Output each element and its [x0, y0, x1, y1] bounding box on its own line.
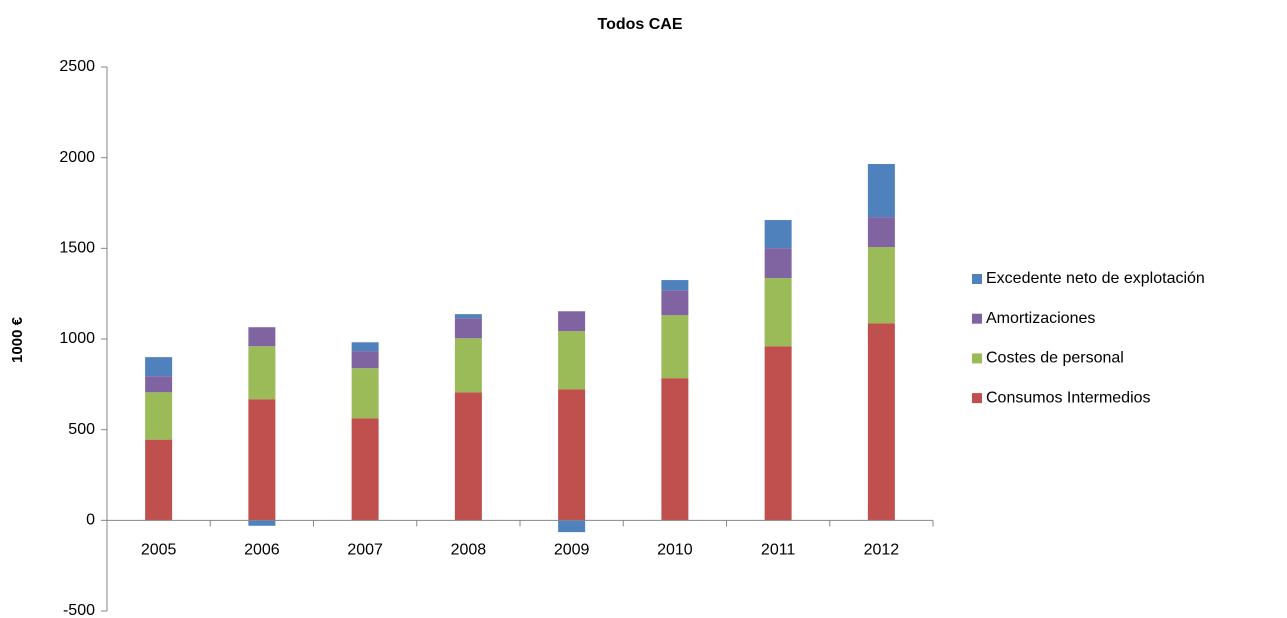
- bar-segment: [454, 392, 482, 521]
- bar-segment: [248, 327, 276, 347]
- legend-label: Consumos Intermedios: [986, 389, 1151, 406]
- bar-segment: [145, 392, 173, 440]
- bar-segment: [145, 376, 173, 393]
- bar-segment: [558, 520, 586, 533]
- bar-segment: [351, 368, 379, 419]
- x-tick-label: 2009: [554, 542, 590, 559]
- legend-swatch: [972, 393, 982, 404]
- bar-segment: [558, 389, 586, 521]
- bar-segment: [558, 331, 586, 390]
- bar-segment: [248, 399, 276, 521]
- bar-segment: [454, 338, 482, 393]
- legend-label: Costes de personal: [986, 350, 1124, 367]
- x-tick-label: 2011: [761, 542, 796, 559]
- bar-segment: [351, 418, 379, 521]
- bar-segment: [661, 290, 689, 316]
- y-tick-label: 0: [86, 512, 95, 529]
- y-tick-label: 2500: [59, 58, 95, 75]
- x-tick-label: 2005: [141, 542, 177, 559]
- bar-segment: [661, 378, 689, 521]
- bar-segment: [764, 220, 792, 249]
- legend-swatch: [972, 353, 982, 364]
- x-tick-label: 2007: [347, 542, 383, 559]
- legend-swatch: [972, 313, 982, 324]
- bar-segment: [764, 278, 792, 347]
- x-tick-label: 2012: [864, 542, 900, 559]
- y-tick-label: 2000: [59, 149, 95, 166]
- bar-segment: [454, 318, 482, 339]
- bar-segment: [867, 164, 895, 218]
- bar-segment: [558, 311, 586, 332]
- bar-segment: [764, 346, 792, 521]
- bar-segment: [351, 351, 379, 369]
- x-tick-label: 2010: [657, 542, 693, 559]
- bar-segment: [661, 315, 689, 379]
- bar-segment: [145, 439, 173, 521]
- y-tick-label: -500: [63, 602, 95, 618]
- y-tick-label: 1500: [59, 240, 95, 257]
- bar-segment: [454, 314, 482, 319]
- bar-segment: [764, 248, 792, 279]
- legend-swatch: [972, 274, 982, 284]
- legend-label: Excedente neto de explotación: [986, 270, 1205, 287]
- bar-segment: [351, 342, 379, 352]
- x-tick-label: 2008: [451, 542, 487, 559]
- x-tick-label: 2006: [244, 542, 280, 559]
- bar-segment: [661, 280, 689, 291]
- bar-segment: [248, 346, 276, 400]
- bar-segment: [248, 520, 276, 526]
- legend-label: Amortizaciones: [986, 310, 1095, 327]
- y-tick-label: 500: [68, 421, 95, 438]
- bar-segment: [867, 323, 895, 521]
- chart-title: Todos CAE: [597, 16, 682, 33]
- bar-segment: [867, 217, 895, 248]
- y-tick-label: 1000: [59, 330, 95, 347]
- bar-segment: [867, 247, 895, 324]
- bar-segment: [145, 357, 173, 377]
- y-axis-label: 1000 €: [9, 316, 26, 363]
